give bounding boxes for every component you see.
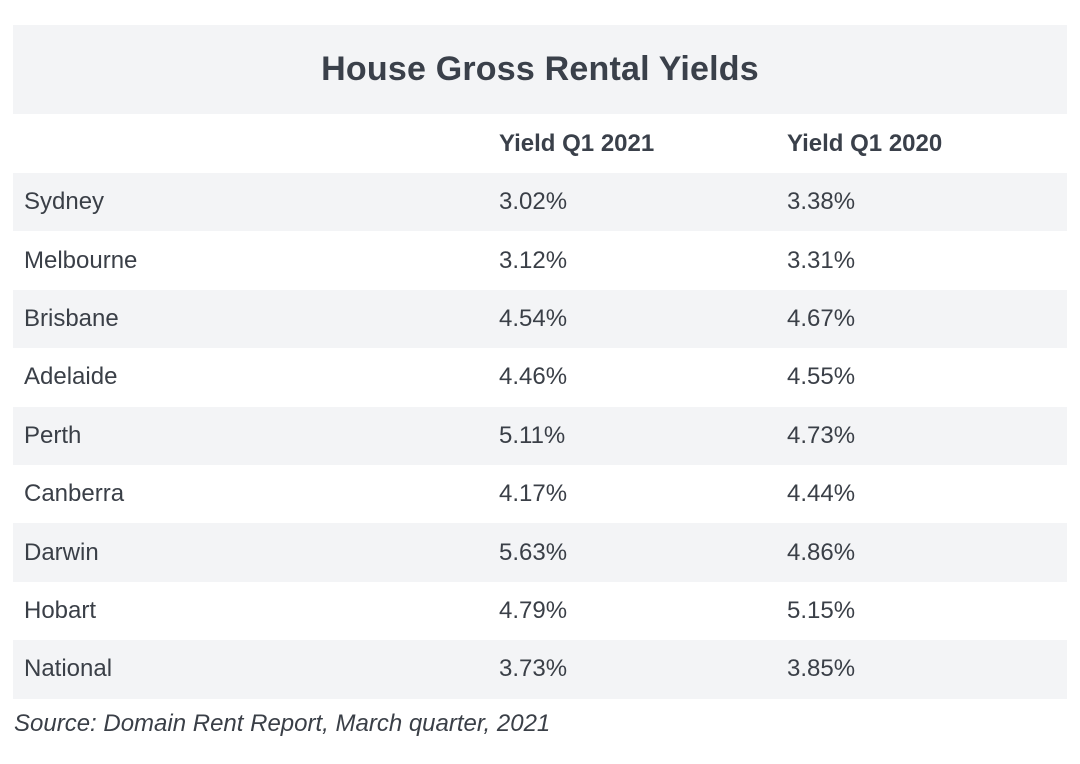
yield-2021-cell: 3.73% <box>499 655 568 683</box>
yield-2020-cell: 4.67% <box>787 304 856 332</box>
yield-2021-cell: 3.12% <box>499 246 568 274</box>
table-title: House Gross Rental Yields <box>321 50 759 88</box>
yield-2020-cell: 3.31% <box>787 246 856 274</box>
table-row: Canberra 4.17% 4.44% <box>13 464 1067 524</box>
yield-2020-cell: 5.15% <box>787 596 856 624</box>
city-cell: Perth <box>24 421 82 449</box>
table-row: National 3.73% 3.85% <box>13 640 1067 699</box>
city-cell: Sydney <box>24 188 105 216</box>
city-cell: National <box>24 655 113 683</box>
table-row: Perth 5.11% 4.73% <box>13 406 1067 465</box>
yield-2021-cell: 3.02% <box>499 188 568 216</box>
yield-2020-cell: 4.55% <box>787 363 856 391</box>
city-cell: Melbourne <box>24 246 138 274</box>
header-yield-2020: Yield Q1 2020 <box>787 129 943 157</box>
yield-2021-cell: 4.54% <box>499 304 568 332</box>
yield-2020-cell: 3.85% <box>787 655 856 683</box>
city-cell: Darwin <box>24 538 99 566</box>
table-title-bar: House Gross Rental Yields <box>13 25 1067 114</box>
rental-yields-table: House Gross Rental Yields Yield Q1 2021 … <box>13 25 1067 699</box>
yield-2021-cell: 4.17% <box>499 480 568 508</box>
city-cell: Adelaide <box>24 363 118 391</box>
table-row: Hobart 4.79% 5.15% <box>13 581 1067 641</box>
table-row: Melbourne 3.12% 3.31% <box>13 231 1067 290</box>
yield-2021-cell: 5.11% <box>499 421 566 449</box>
table-row: Sydney 3.02% 3.38% <box>13 173 1067 232</box>
table-header-row: Yield Q1 2021 Yield Q1 2020 <box>13 114 1067 173</box>
table-row: Adelaide 4.46% 4.55% <box>13 348 1067 407</box>
city-cell: Hobart <box>24 596 97 624</box>
yield-2020-cell: 4.86% <box>787 538 856 566</box>
city-cell: Canberra <box>24 480 125 508</box>
table-row: Darwin 5.63% 4.86% <box>13 523 1067 582</box>
yield-2020-cell: 3.38% <box>787 188 856 216</box>
city-cell: Brisbane <box>24 304 119 332</box>
yield-2021-cell: 5.63% <box>499 538 568 566</box>
yield-2020-cell: 4.44% <box>787 480 856 508</box>
header-yield-2021: Yield Q1 2021 <box>499 129 655 157</box>
source-note: Source: Domain Rent Report, March quarte… <box>14 710 551 737</box>
table-row: Brisbane 4.54% 4.67% <box>13 289 1067 349</box>
yield-2020-cell: 4.73% <box>787 421 856 449</box>
yield-2021-cell: 4.46% <box>499 363 568 391</box>
yield-2021-cell: 4.79% <box>499 596 568 624</box>
